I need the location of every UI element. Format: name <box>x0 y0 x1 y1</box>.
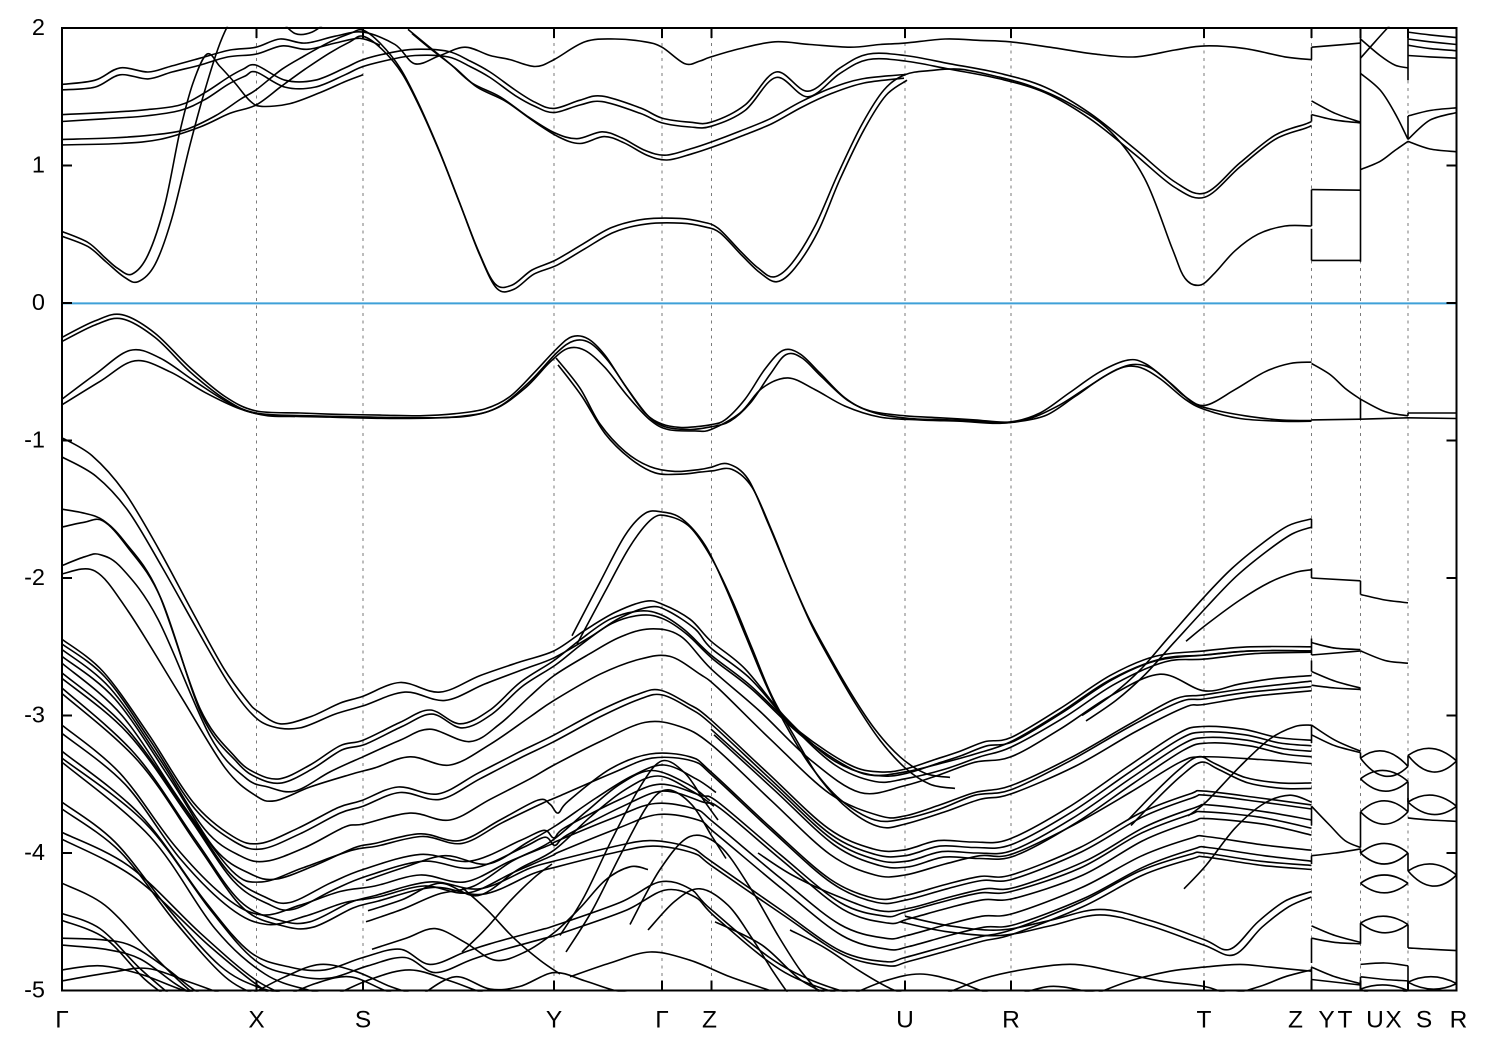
svg-text:R: R <box>1002 1007 1020 1034</box>
svg-text:X: X <box>248 1007 264 1034</box>
svg-text:Z: Z <box>702 1007 717 1034</box>
svg-text:Z: Z <box>1288 1007 1303 1034</box>
svg-text:S: S <box>1416 1007 1432 1034</box>
svg-text:-5: -5 <box>24 977 45 1003</box>
svg-text:0: 0 <box>32 289 45 315</box>
svg-text:Y: Y <box>1318 1007 1334 1034</box>
svg-text:U: U <box>1366 1007 1384 1034</box>
svg-text:Y: Y <box>546 1007 562 1034</box>
svg-text:-2: -2 <box>24 564 45 590</box>
svg-text:S: S <box>355 1007 371 1034</box>
svg-text:T: T <box>1197 1007 1212 1034</box>
svg-text:X: X <box>1385 1007 1401 1034</box>
svg-text:R: R <box>1450 1007 1468 1034</box>
svg-text:U: U <box>896 1007 914 1034</box>
svg-text:2: 2 <box>32 14 45 40</box>
svg-text:Γ: Γ <box>55 1007 69 1034</box>
svg-text:-1: -1 <box>24 427 45 453</box>
svg-text:-4: -4 <box>24 839 45 865</box>
svg-text:1: 1 <box>32 152 45 178</box>
svg-text:-3: -3 <box>24 702 45 728</box>
svg-text:T: T <box>1338 1007 1353 1034</box>
svg-text:Γ: Γ <box>655 1007 669 1034</box>
